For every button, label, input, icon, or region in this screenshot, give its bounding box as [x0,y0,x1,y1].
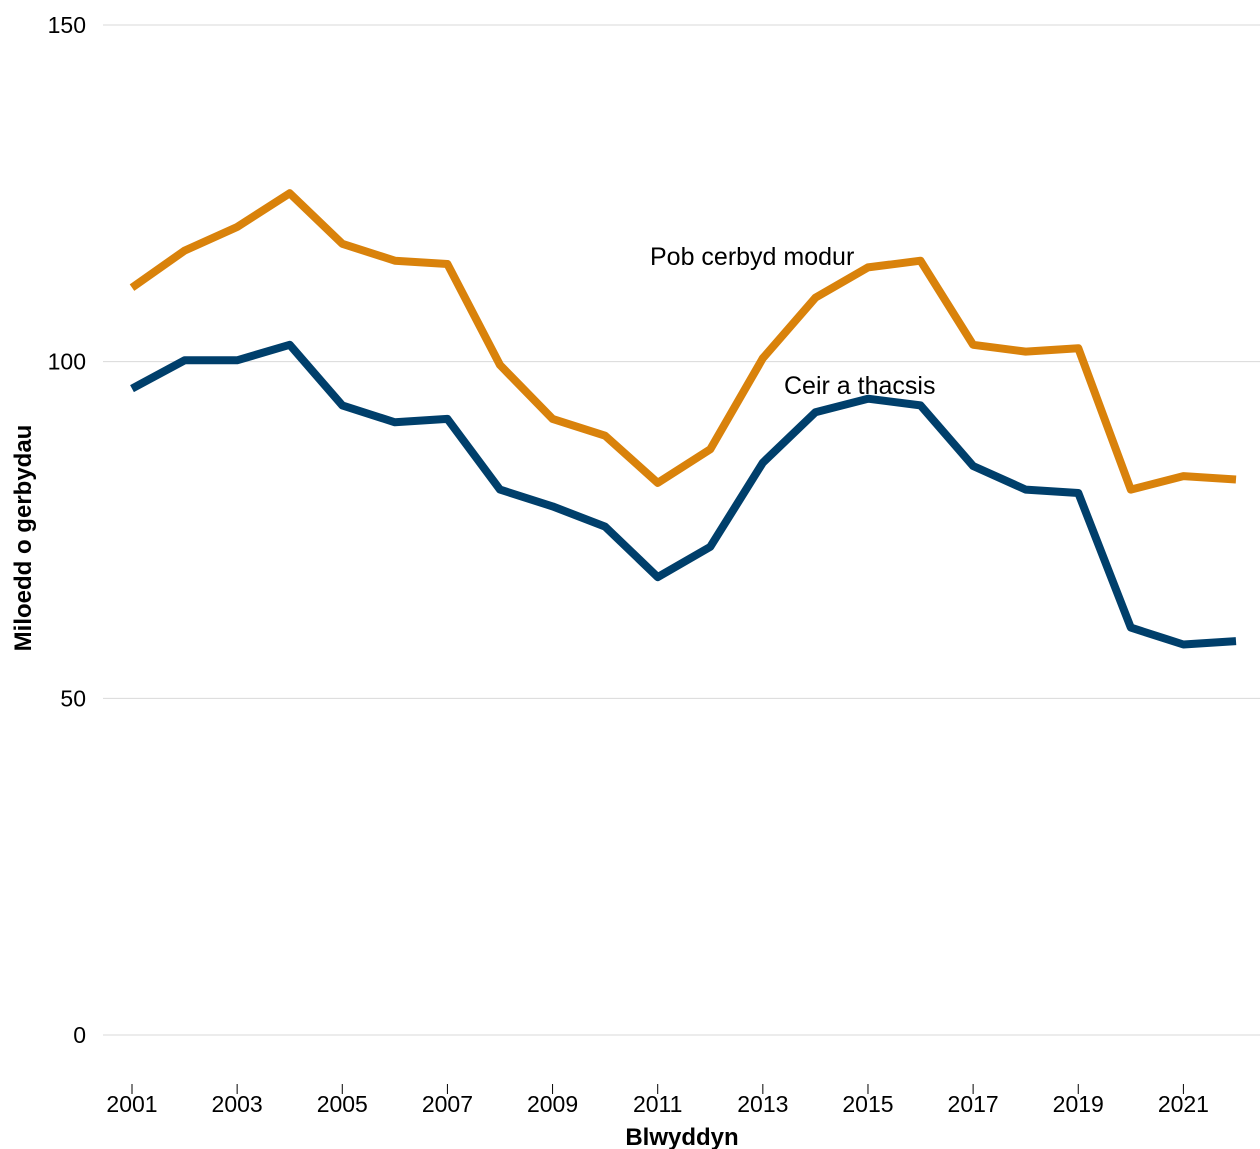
x-tick-label-2011: 2011 [633,1091,682,1117]
y-tick-label-50: 50 [60,685,86,711]
x-tick-label-2021: 2021 [1158,1091,1209,1117]
y-tick-label-100: 100 [48,349,86,375]
x-tick-label-2019: 2019 [1053,1091,1104,1117]
x-tick-label-2001: 2001 [106,1091,157,1117]
series-label-pob-cerbyd-modur: Pob cerbyd modur [650,243,854,271]
y-tick-label-150: 150 [48,12,86,38]
y-axis-tick-labels: 0 50 100 150 [48,12,86,1048]
series-lines [129,189,1237,649]
series-label-ceir-a-thacsis: Ceir a thacsis [784,372,935,400]
y-axis-title: Miloedd o gerbydau [10,425,37,652]
x-tick-label-2007: 2007 [422,1091,473,1117]
x-tick-label-2009: 2009 [527,1091,578,1117]
x-tick-label-2015: 2015 [842,1091,893,1117]
y-tick-label-0: 0 [73,1022,86,1048]
x-axis-title: Blwyddyn [625,1124,738,1149]
x-tick-label-2017: 2017 [948,1091,999,1117]
series-line-pob-cerbyd-modur [129,189,1237,494]
x-axis-ticks: 2001 2003 2005 2007 2009 2011 2013 2015 2017 2019… [106,1084,1209,1117]
gridlines [103,24,1260,1036]
x-tick-label-2003: 2003 [212,1091,263,1117]
series-line-ceir-a-thacsis [130,340,1237,649]
x-tick-label-2005: 2005 [317,1091,368,1117]
x-tick-label-2013: 2013 [737,1091,788,1117]
